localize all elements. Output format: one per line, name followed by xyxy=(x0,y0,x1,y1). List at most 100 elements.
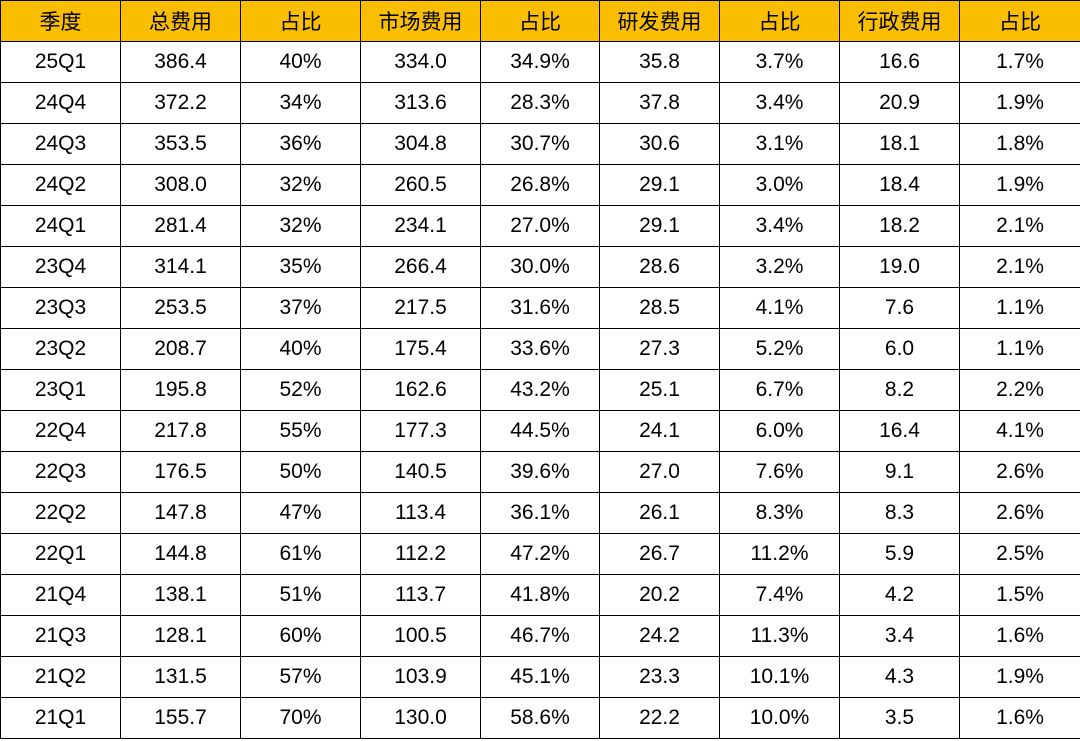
rd-ratio-cell: 7.6% xyxy=(719,451,840,493)
quarter-cell: 22Q3 xyxy=(0,451,121,493)
total-ratio-cell: 60% xyxy=(240,615,361,657)
quarter-cell: 24Q1 xyxy=(0,205,121,247)
table-row: 24Q2 308.0 32% 260.5 26.8% 29.1 3.0% 18.4 1.9% xyxy=(0,164,1080,206)
rd-expense-cell: 24.2 xyxy=(599,615,720,657)
total-expense-cell: 128.1 xyxy=(120,615,241,657)
table-row: 23Q4 314.1 35% 266.4 30.0% 28.6 3.2% 19.0 2.1% xyxy=(0,246,1080,288)
admin-expense-cell: 18.2 xyxy=(839,205,960,247)
total-ratio-cell: 40% xyxy=(240,41,361,83)
admin-ratio-cell: 2.6% xyxy=(959,492,1080,534)
rd-ratio-cell: 3.2% xyxy=(719,246,840,288)
rd-ratio-cell: 11.2% xyxy=(719,533,840,575)
rd-ratio-cell: 8.3% xyxy=(719,492,840,534)
admin-ratio-cell: 4.1% xyxy=(959,410,1080,452)
header-rd-ratio: 占比 xyxy=(719,0,840,42)
admin-ratio-cell: 1.5% xyxy=(959,574,1080,616)
admin-ratio-cell: 1.1% xyxy=(959,328,1080,370)
table-row: 24Q4 372.2 34% 313.6 28.3% 37.8 3.4% 20.9 1.9% xyxy=(0,82,1080,124)
marketing-expense-cell: 113.7 xyxy=(360,574,481,616)
total-ratio-cell: 52% xyxy=(240,369,361,411)
total-expense-cell: 147.8 xyxy=(120,492,241,534)
admin-expense-cell: 20.9 xyxy=(839,82,960,124)
total-ratio-cell: 47% xyxy=(240,492,361,534)
marketing-ratio-cell: 28.3% xyxy=(480,82,600,124)
rd-expense-cell: 29.1 xyxy=(599,205,720,247)
total-ratio-cell: 70% xyxy=(240,697,361,739)
marketing-ratio-cell: 27.0% xyxy=(480,205,600,247)
admin-expense-cell: 16.6 xyxy=(839,41,960,83)
admin-ratio-cell: 2.1% xyxy=(959,246,1080,288)
total-expense-cell: 353.5 xyxy=(120,123,241,165)
marketing-expense-cell: 177.3 xyxy=(360,410,481,452)
admin-expense-cell: 7.6 xyxy=(839,287,960,329)
table-row: 23Q2 208.7 40% 175.4 33.6% 27.3 5.2% 6.0 1.1% xyxy=(0,328,1080,370)
total-ratio-cell: 55% xyxy=(240,410,361,452)
total-ratio-cell: 61% xyxy=(240,533,361,575)
quarter-cell: 22Q1 xyxy=(0,533,121,575)
rd-expense-cell: 26.1 xyxy=(599,492,720,534)
total-expense-cell: 155.7 xyxy=(120,697,241,739)
rd-expense-cell: 27.3 xyxy=(599,328,720,370)
table-row: 21Q1 155.7 70% 130.0 58.6% 22.2 10.0% 3.5 1.6% xyxy=(0,697,1080,739)
rd-ratio-cell: 10.1% xyxy=(719,656,840,698)
total-ratio-cell: 40% xyxy=(240,328,361,370)
total-expense-cell: 281.4 xyxy=(120,205,241,247)
admin-ratio-cell: 1.9% xyxy=(959,656,1080,698)
quarter-cell: 24Q3 xyxy=(0,123,121,165)
total-expense-cell: 131.5 xyxy=(120,656,241,698)
total-expense-cell: 144.8 xyxy=(120,533,241,575)
quarter-cell: 22Q4 xyxy=(0,410,121,452)
marketing-ratio-cell: 46.7% xyxy=(480,615,600,657)
table-row: 21Q2 131.5 57% 103.9 45.1% 23.3 10.1% 4.3 1.9% xyxy=(0,656,1080,698)
total-ratio-cell: 37% xyxy=(240,287,361,329)
header-quarter: 季度 xyxy=(0,0,121,42)
table-row: 21Q3 128.1 60% 100.5 46.7% 24.2 11.3% 3.4 1.6% xyxy=(0,615,1080,657)
table-row: 22Q4 217.8 55% 177.3 44.5% 24.1 6.0% 16.4 4.1% xyxy=(0,410,1080,452)
admin-expense-cell: 16.4 xyxy=(839,410,960,452)
header-total-expense: 总费用 xyxy=(120,0,241,42)
marketing-expense-cell: 103.9 xyxy=(360,656,481,698)
rd-expense-cell: 23.3 xyxy=(599,656,720,698)
total-ratio-cell: 32% xyxy=(240,205,361,247)
admin-expense-cell: 18.4 xyxy=(839,164,960,206)
rd-expense-cell: 29.1 xyxy=(599,164,720,206)
total-expense-cell: 208.7 xyxy=(120,328,241,370)
table-header: 季度 总费用 占比 市场费用 占比 研发费用 占比 行政费用 占比 xyxy=(0,0,1080,42)
table-row: 23Q3 253.5 37% 217.5 31.6% 28.5 4.1% 7.6 1.1% xyxy=(0,287,1080,329)
rd-expense-cell: 25.1 xyxy=(599,369,720,411)
table-row: 24Q3 353.5 36% 304.8 30.7% 30.6 3.1% 18.1 1.8% xyxy=(0,123,1080,165)
quarter-cell: 23Q1 xyxy=(0,369,121,411)
admin-expense-cell: 4.3 xyxy=(839,656,960,698)
quarter-cell: 23Q4 xyxy=(0,246,121,288)
admin-ratio-cell: 1.8% xyxy=(959,123,1080,165)
marketing-ratio-cell: 45.1% xyxy=(480,656,600,698)
admin-ratio-cell: 1.6% xyxy=(959,615,1080,657)
quarter-cell: 25Q1 xyxy=(0,41,121,83)
marketing-ratio-cell: 41.8% xyxy=(480,574,600,616)
header-rd-expense: 研发费用 xyxy=(599,0,720,42)
admin-expense-cell: 6.0 xyxy=(839,328,960,370)
marketing-ratio-cell: 36.1% xyxy=(480,492,600,534)
rd-expense-cell: 37.8 xyxy=(599,82,720,124)
total-expense-cell: 386.4 xyxy=(120,41,241,83)
marketing-ratio-cell: 34.9% xyxy=(480,41,600,83)
rd-expense-cell: 35.8 xyxy=(599,41,720,83)
rd-expense-cell: 27.0 xyxy=(599,451,720,493)
admin-ratio-cell: 2.1% xyxy=(959,205,1080,247)
admin-expense-cell: 8.2 xyxy=(839,369,960,411)
header-admin-ratio: 占比 xyxy=(959,0,1080,42)
marketing-expense-cell: 130.0 xyxy=(360,697,481,739)
quarter-cell: 23Q3 xyxy=(0,287,121,329)
marketing-ratio-cell: 30.7% xyxy=(480,123,600,165)
total-expense-cell: 253.5 xyxy=(120,287,241,329)
rd-ratio-cell: 3.0% xyxy=(719,164,840,206)
marketing-ratio-cell: 33.6% xyxy=(480,328,600,370)
marketing-ratio-cell: 47.2% xyxy=(480,533,600,575)
header-total-ratio: 占比 xyxy=(240,0,361,42)
rd-ratio-cell: 3.4% xyxy=(719,82,840,124)
header-row: 季度 总费用 占比 市场费用 占比 研发费用 占比 行政费用 占比 xyxy=(0,0,1080,42)
rd-ratio-cell: 6.7% xyxy=(719,369,840,411)
rd-expense-cell: 20.2 xyxy=(599,574,720,616)
marketing-expense-cell: 217.5 xyxy=(360,287,481,329)
table-row: 25Q1 386.4 40% 334.0 34.9% 35.8 3.7% 16.6 1.7% xyxy=(0,41,1080,83)
